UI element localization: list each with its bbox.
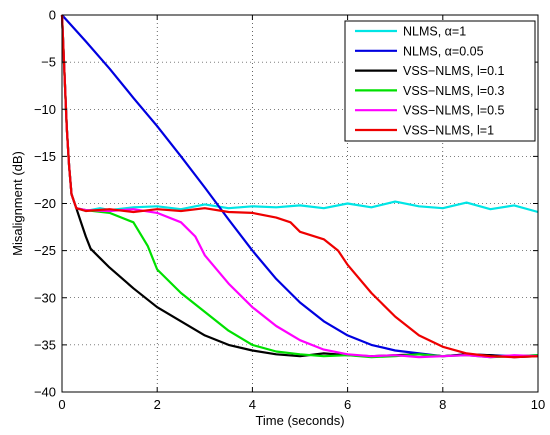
series-line-6 (60, 14, 539, 359)
y-tick-label: −5 (41, 55, 56, 70)
legend-label: NLMS, α=0.05 (403, 44, 484, 58)
x-tick-label: 2 (154, 397, 161, 412)
legend-label: NLMS, α=1 (403, 25, 466, 39)
legend-label: VSS−NLMS, l=0.5 (403, 104, 504, 118)
y-tick-label: −40 (34, 385, 56, 400)
y-tick-label: 0 (49, 8, 56, 23)
y-tick-label: −15 (34, 149, 56, 164)
plot-area (60, 14, 539, 359)
x-tick-label: 10 (531, 397, 545, 412)
legend-label: VSS−NLMS, l=1 (403, 124, 494, 138)
y-axis-label: Misalignment (dB) (10, 151, 25, 256)
x-axis-label: Time (seconds) (255, 413, 344, 428)
x-tick-label: 0 (58, 397, 65, 412)
axis-ticks (61, 14, 539, 393)
y-tick-label: −25 (34, 243, 56, 258)
x-tick-label: 8 (439, 397, 446, 412)
x-tick-label: 6 (344, 397, 351, 412)
x-tick-label: 4 (249, 397, 256, 412)
legend-label: VSS−NLMS, l=0.1 (403, 64, 504, 78)
legend-label: VSS−NLMS, l=0.3 (403, 84, 504, 98)
legend-box (344, 20, 536, 142)
y-tick-label: −35 (34, 337, 56, 352)
y-tick-label: −30 (34, 290, 56, 305)
y-tick-label: −10 (34, 102, 56, 117)
tick-labels: 0 2 4 6 8 10 0 −5 −10 −15 −20 −25 −30 −35 −40 (34, 8, 545, 413)
legend: NLMS, α=1 NLMS, α=0.05 VSS−NLMS, l=0.1 VSS−… (344, 20, 536, 142)
y-tick-label: −20 (34, 196, 56, 211)
